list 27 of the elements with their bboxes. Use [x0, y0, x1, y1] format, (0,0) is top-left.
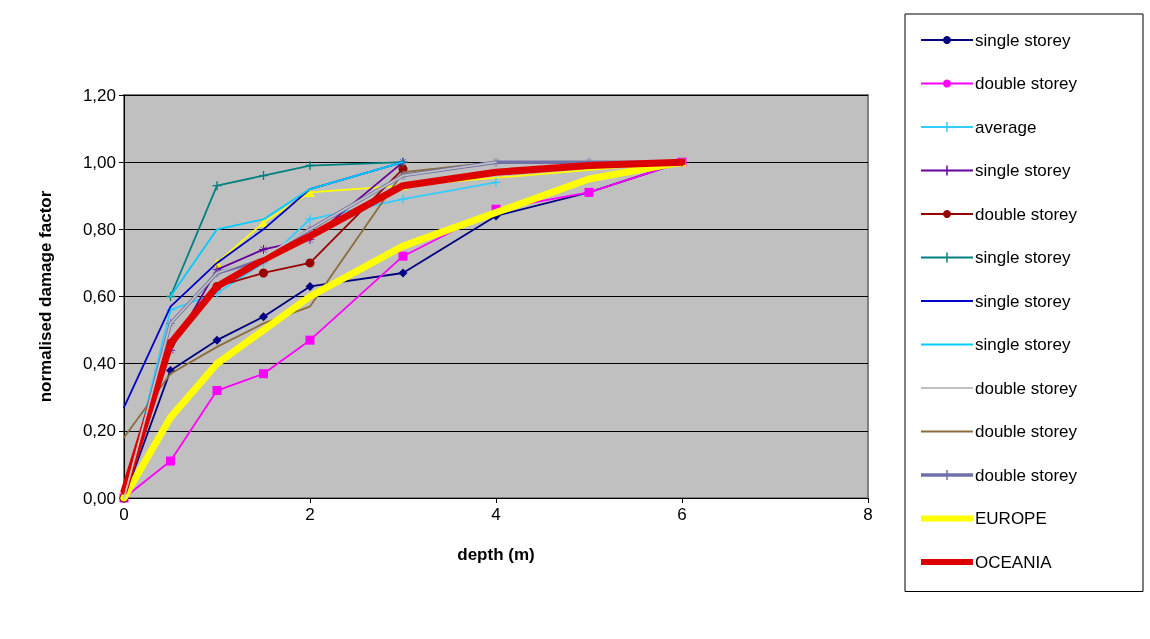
y-tick-label: 0,60: [82, 287, 116, 306]
x-tick-label: 6: [677, 505, 687, 524]
legend-label: double storey: [975, 465, 1078, 485]
legend-label: single storey: [975, 161, 1071, 180]
legend-label: double storey: [975, 422, 1078, 441]
x-axis-title: depth (m): [457, 545, 535, 564]
legend-label: single storey: [975, 291, 1071, 311]
x-tick-label: 2: [305, 505, 315, 524]
legend-label: single storey: [975, 248, 1071, 267]
legend-label: average: [975, 117, 1037, 137]
y-tick-label: 1,20: [82, 85, 116, 105]
legend-label: single storey: [975, 30, 1071, 50]
legend-label: double storey: [975, 204, 1078, 224]
legend-label: single storey: [975, 335, 1071, 354]
y-tick-label: 0,20: [82, 421, 116, 441]
y-tick-label: 1,00: [82, 152, 116, 172]
x-tick-label: 0: [119, 505, 129, 524]
y-tick-label: 0,00: [82, 488, 116, 508]
y-tick-label: 0,80: [82, 219, 116, 239]
legend-label: double storey: [975, 74, 1078, 93]
legend-label: double storey: [975, 378, 1078, 398]
y-axis-title: normalised damage factor: [36, 190, 55, 403]
y-tick-label: 0,40: [82, 354, 116, 374]
x-tick-label: 8: [863, 505, 873, 524]
legend-label: OCEANIA: [975, 552, 1053, 572]
x-tick-label: 4: [491, 505, 501, 524]
legend-label: EUROPE: [975, 509, 1047, 528]
